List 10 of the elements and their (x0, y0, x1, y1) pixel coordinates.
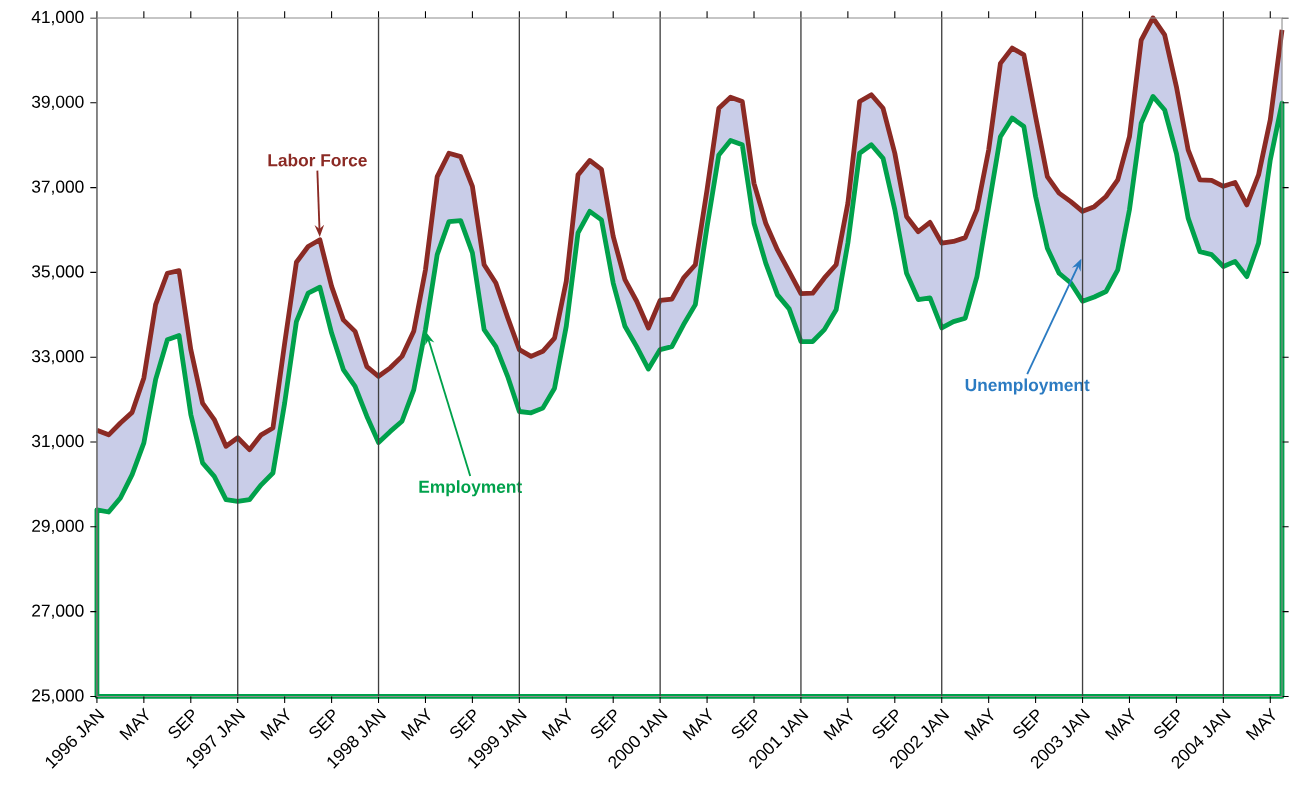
y-tick-label: 27,000 (32, 604, 84, 619)
y-tick-label: 29,000 (32, 519, 84, 534)
y-tick-label: 35,000 (31, 265, 84, 280)
y-tick-label: 31,000 (31, 434, 84, 449)
y-tick-label: 41,000 (31, 10, 84, 25)
y-tick-label: 25,000 (32, 689, 84, 704)
text: Labor Force (268, 153, 367, 167)
y-tick-label: 33,000 (31, 349, 84, 365)
y-tick-label: 39,000 (31, 95, 84, 110)
y-tick-label: 37,000 (31, 180, 84, 195)
